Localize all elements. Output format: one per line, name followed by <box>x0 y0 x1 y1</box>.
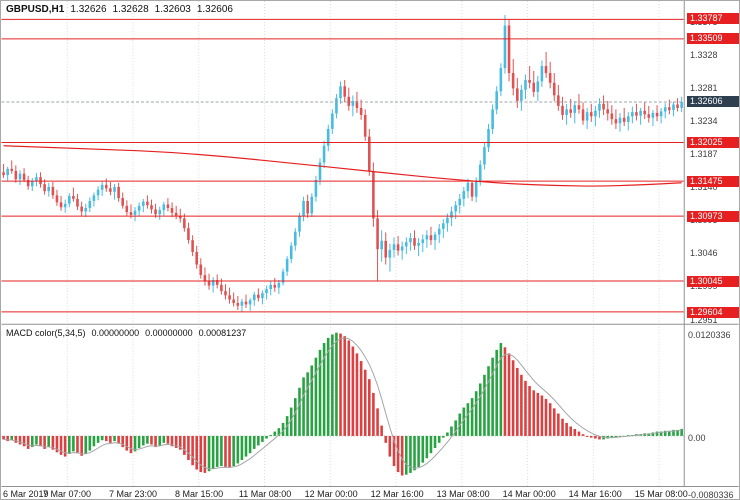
time-axis[interactable] <box>1 488 739 499</box>
price-axis[interactable] <box>686 1 739 488</box>
